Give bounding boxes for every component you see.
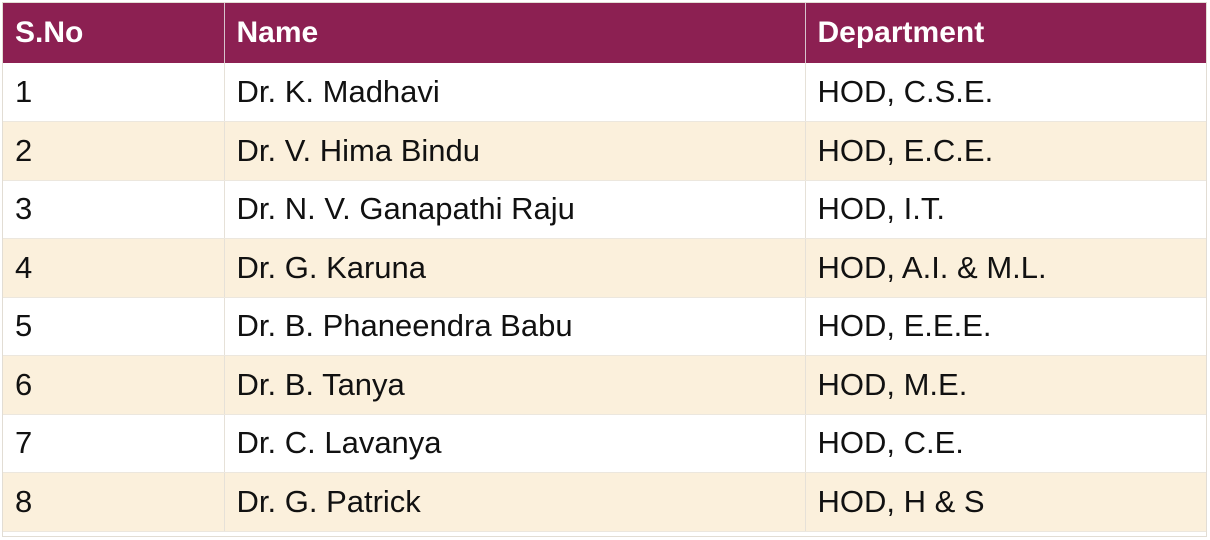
- table-row: 8 Dr. G. Patrick HOD, H & S: [3, 472, 1207, 532]
- cell-department: HOD, A.I. & M.L.: [805, 238, 1207, 298]
- table-header-row: S.No Name Department: [3, 3, 1206, 63]
- cell-department: HOD, C.E.: [805, 414, 1207, 473]
- table-row: 5 Dr. B. Phaneendra Babu HOD, E.E.E.: [3, 297, 1207, 356]
- hod-table: S.No Name Department 1 Dr. K. Madhavi HO…: [3, 3, 1207, 532]
- cell-name: Dr. G. Karuna: [224, 238, 806, 298]
- cell-name: Dr. B. Tanya: [224, 355, 806, 415]
- cell-department: HOD, C.S.E.: [805, 63, 1207, 122]
- cell-name: Dr. G. Patrick: [224, 472, 806, 532]
- cell-sno: 2: [3, 121, 225, 181]
- table-row: 6 Dr. B. Tanya HOD, M.E.: [3, 355, 1207, 415]
- cell-department: HOD, E.C.E.: [805, 121, 1207, 181]
- column-header-name: Name: [224, 3, 806, 63]
- cell-sno: 1: [3, 63, 225, 122]
- cell-sno: 4: [3, 238, 225, 298]
- cell-name: Dr. C. Lavanya: [224, 414, 806, 473]
- cell-sno: 6: [3, 355, 225, 415]
- cell-department: HOD, E.E.E.: [805, 297, 1207, 356]
- cell-department: HOD, M.E.: [805, 355, 1207, 415]
- column-header-department: Department: [805, 3, 1206, 63]
- table-row: 1 Dr. K. Madhavi HOD, C.S.E.: [3, 63, 1207, 122]
- cell-department: HOD, I.T.: [805, 180, 1207, 239]
- table-row: 7 Dr. C. Lavanya HOD, C.E.: [3, 414, 1207, 473]
- cell-name: Dr. K. Madhavi: [224, 63, 806, 122]
- cell-name: Dr. N. V. Ganapathi Raju: [224, 180, 806, 239]
- table-row: 3 Dr. N. V. Ganapathi Raju HOD, I.T.: [3, 180, 1207, 239]
- cell-name: Dr. B. Phaneendra Babu: [224, 297, 806, 356]
- cell-sno: 7: [3, 414, 225, 473]
- cell-sno: 5: [3, 297, 225, 356]
- cell-sno: 8: [3, 472, 225, 532]
- cell-name: Dr. V. Hima Bindu: [224, 121, 806, 181]
- cell-department: HOD, H & S: [805, 472, 1207, 532]
- table-row: 4 Dr. G. Karuna HOD, A.I. & M.L.: [3, 238, 1207, 298]
- cell-sno: 3: [3, 180, 225, 239]
- column-header-sno: S.No: [3, 3, 225, 63]
- table-row: 2 Dr. V. Hima Bindu HOD, E.C.E.: [3, 121, 1207, 181]
